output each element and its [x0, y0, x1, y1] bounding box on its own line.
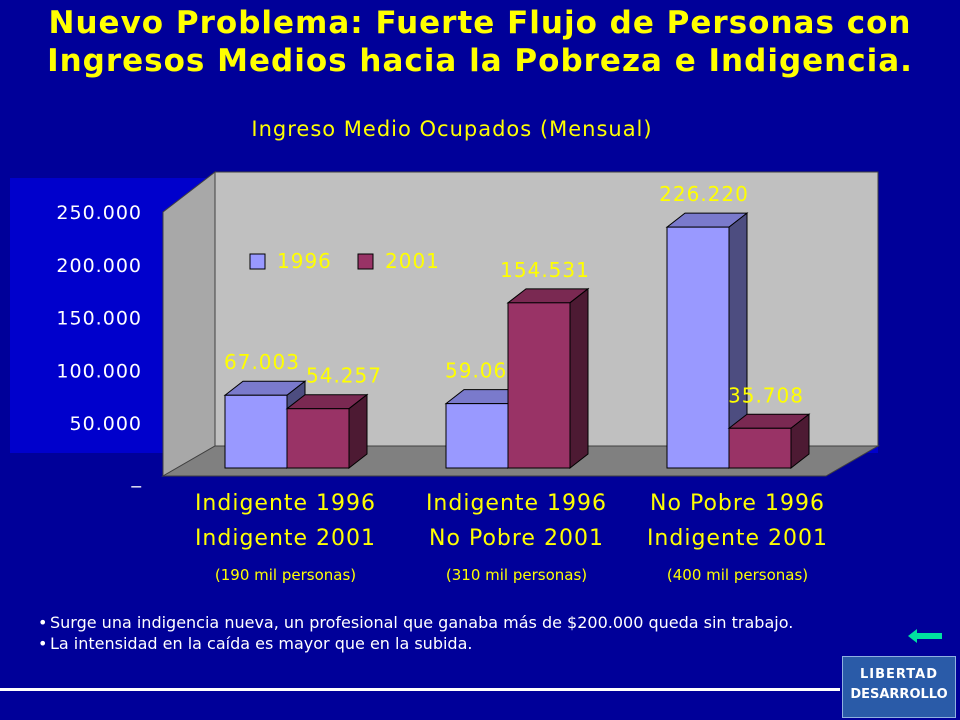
y-tick-label: 100.000 — [56, 360, 142, 382]
logo-line-2: DESARROLLO — [850, 687, 948, 702]
chart-title: Ingreso Medio Ocupados (Mensual) — [251, 117, 652, 141]
category-label: No Pobre 1996 — [650, 491, 825, 516]
bar-chart: _ 50.000 100.000 150.000 200.000 250.000 67.00… — [10, 117, 880, 584]
data-label: 35.708 — [728, 383, 804, 407]
bullet-dot-icon: • — [38, 613, 48, 632]
bullet-dot-icon: • — [38, 634, 48, 653]
bar-2001 — [507, 302, 571, 469]
divider-line — [0, 688, 840, 691]
bar-2001 — [728, 427, 792, 469]
bullet-text: Surge una indigencia nueva, un profesion… — [50, 613, 794, 632]
data-label: 54.257 — [306, 364, 382, 388]
legend-swatch-2001 — [357, 253, 374, 270]
bullet-item: • La intensidad en la caída es mayor que… — [38, 633, 928, 654]
bar-side — [569, 287, 589, 470]
bar-1996 — [224, 394, 288, 469]
category-label: Indigente 2001 — [195, 526, 376, 551]
data-label: 226.220 — [659, 182, 749, 206]
data-label: 67.003 — [224, 350, 300, 374]
bar-1996 — [445, 403, 509, 469]
y-tick-label: _ — [131, 466, 143, 488]
legend-swatch-1996 — [249, 253, 266, 270]
title-line-1: Nuevo Problema: Fuerte Flujo de Personas… — [48, 5, 912, 41]
y-tick-label: 200.000 — [56, 255, 142, 277]
legend-label: 1996 — [277, 249, 332, 273]
data-label: 154.531 — [500, 258, 590, 282]
bar-1996 — [666, 226, 730, 469]
category-label: Indigente 1996 — [195, 491, 376, 516]
plot-side-wall — [162, 170, 216, 477]
left-arrow-icon[interactable] — [908, 628, 942, 644]
y-tick-label: 50.000 — [70, 413, 142, 435]
bar-2001 — [286, 408, 350, 469]
slide-title: Nuevo Problema: Fuerte Flujo de Personas… — [0, 4, 960, 80]
title-line-2: Ingresos Medios hacia la Pobreza e Indig… — [47, 43, 913, 79]
category-label: Indigente 2001 — [647, 526, 828, 551]
libertad-desarrollo-logo: LIBERTAD DESARROLLO — [842, 656, 956, 718]
bullet-item: • Surge una indigencia nueva, un profesi… — [38, 612, 928, 633]
category-note: (310 mil personas) — [446, 566, 587, 584]
bullet-list: • Surge una indigencia nueva, un profesi… — [38, 612, 928, 654]
logo-line-1: LIBERTAD — [859, 667, 939, 682]
category-label: Indigente 1996 — [426, 491, 607, 516]
bullet-text: La intensidad en la caída es mayor que e… — [50, 634, 473, 653]
data-label: 59.063 — [445, 359, 521, 383]
y-tick-label: 150.000 — [56, 308, 142, 330]
category-note: (190 mil personas) — [215, 566, 356, 584]
category-label: No Pobre 2001 — [429, 526, 604, 551]
legend-label: 2001 — [385, 249, 440, 273]
y-tick-label: 250.000 — [56, 202, 142, 224]
category-note: (400 mil personas) — [667, 566, 808, 584]
